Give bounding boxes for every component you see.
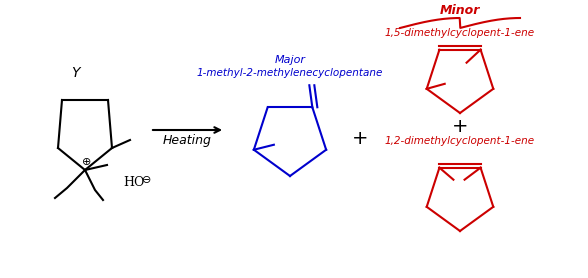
Text: ⊖: ⊖ [142, 175, 152, 185]
Text: ⊕: ⊕ [82, 157, 92, 167]
Text: Y: Y [71, 66, 79, 80]
Text: +: + [352, 128, 368, 148]
Text: Minor: Minor [440, 4, 480, 16]
Text: Heating: Heating [162, 133, 212, 147]
Text: 1,2-dimethylcyclopent-1-ene: 1,2-dimethylcyclopent-1-ene [385, 136, 535, 146]
Text: HO: HO [123, 175, 145, 188]
Text: 1-methyl-2-methylenecyclopentane: 1-methyl-2-methylenecyclopentane [197, 68, 383, 78]
Text: +: + [452, 116, 468, 135]
Text: 1,5-dimethylcyclopent-1-ene: 1,5-dimethylcyclopent-1-ene [385, 28, 535, 38]
Text: Major: Major [275, 55, 306, 65]
